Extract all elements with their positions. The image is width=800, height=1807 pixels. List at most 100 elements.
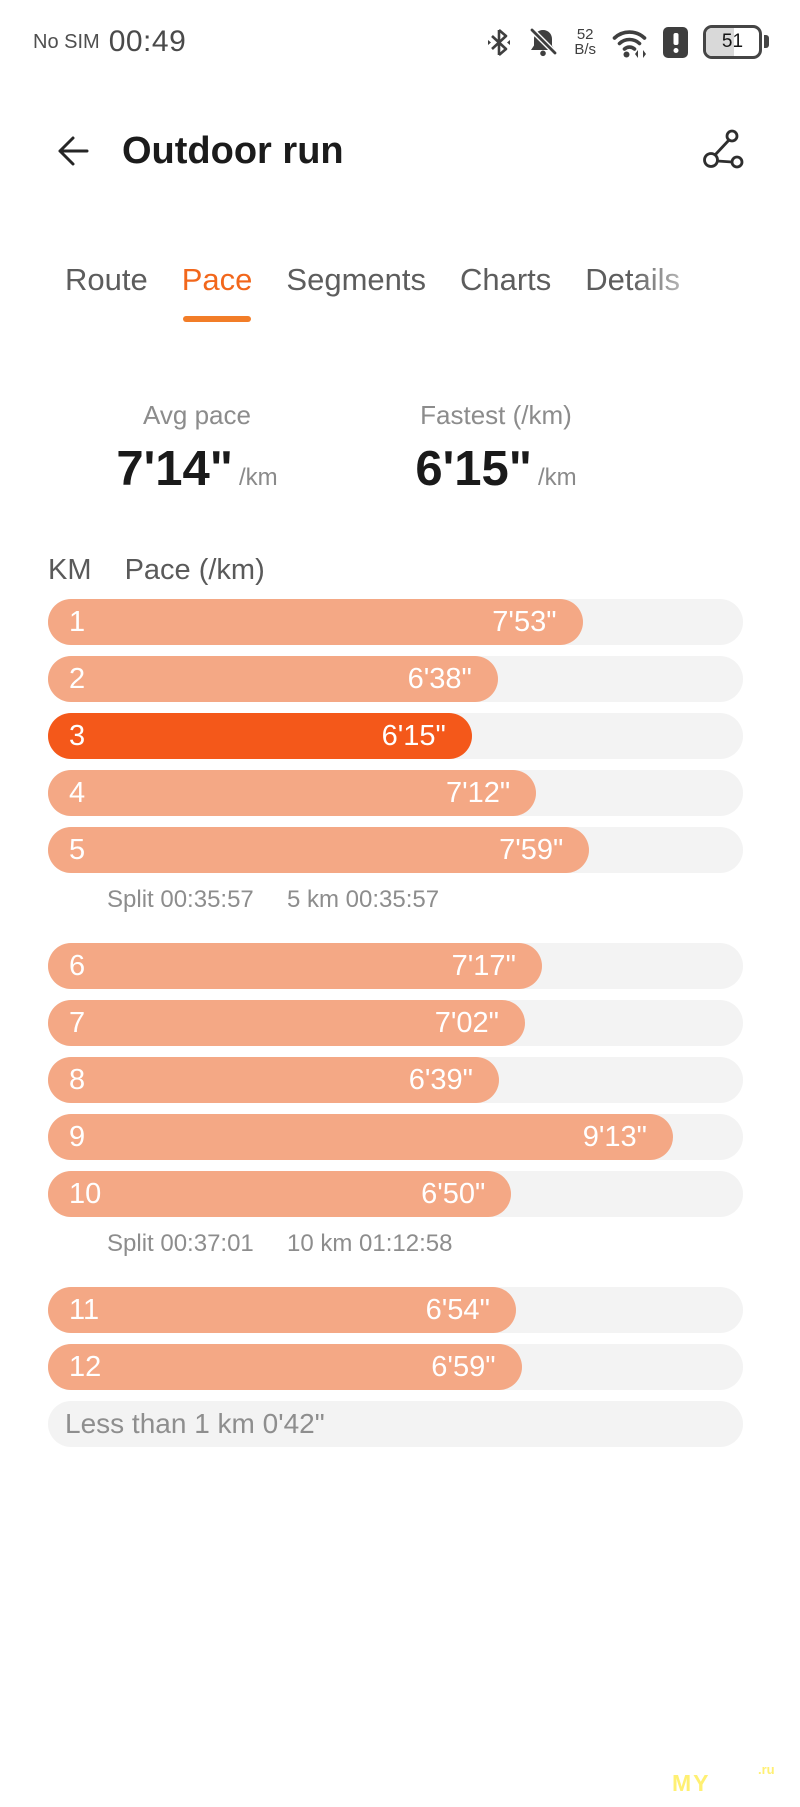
km-number: 9 [69,1120,86,1153]
back-arrow-icon [52,130,94,172]
network-speed-unit: B/s [574,41,596,58]
battery-icon: 51 [703,25,769,59]
pace-value: 6'50" [421,1177,486,1210]
split-row: Split 00:35:57 5 km 00:35:57 [48,885,800,915]
avg-pace-value: 7'14"/km [116,442,278,496]
split-time: Split 00:35:57 [107,886,254,913]
tab-details[interactable]: Details [585,262,681,297]
fastest-pace-label: Fastest (/km) [420,400,572,430]
km-number: 3 [69,719,86,752]
pace-value: 6'38" [407,662,472,695]
pace-value: 7'12" [445,776,511,809]
split-cumulative: 10 km 01:12:58 [287,1230,453,1257]
avg-pace-unit: /km [238,464,278,491]
pace-value: 9'13" [582,1120,647,1153]
share-button[interactable] [700,127,748,175]
status-bar: No SIM 00:49 52 B/s [33,22,769,62]
km-number: 11 [69,1293,100,1326]
list-header: KM Pace (/km) [48,554,265,587]
notifications-muted-icon [527,26,559,58]
split-time: Split 00:37:01 [107,1230,254,1257]
pace-value: 7'53" [492,605,557,638]
fastest-pace-value: 6'15"/km [415,442,577,496]
col-pace-label: Pace (/km) [124,554,265,586]
pace-bar-row-7: 7 7'02" [0,1000,800,1046]
back-button[interactable] [52,130,94,172]
pace-bar-track: 1 7'53" [48,599,743,645]
watermark-text: MY [672,1770,711,1796]
pace-bar-row-2: 2 6'38" [0,656,800,702]
km-number: 5 [69,833,86,866]
km-number: 12 [69,1350,102,1383]
pace-bar: 8 6'39" [48,1057,499,1103]
pace-bar-track: 2 6'38" [48,656,743,702]
pace-bar-row-9: 9 9'13" [0,1114,800,1160]
split-row: Split 00:37:01 10 km 01:12:58 [48,1229,800,1259]
remainder-row: Less than 1 km 0'42" [0,1401,800,1447]
km-number: 4 [69,776,86,809]
pace-bar: 9 9'13" [48,1114,673,1160]
pace-bar-list: 1 7'53" 2 6'38" 3 6'15" 4 7'12" 5 7'59" Split 00:3… [0,599,800,1458]
pace-value: 7'59" [499,833,564,866]
split-cumulative: 5 km 00:35:57 [287,886,440,913]
pace-bar-track: 4 7'12" [48,770,743,816]
pace-bar-track: 8 6'39" [48,1057,743,1103]
pace-bar-track: 5 7'59" [48,827,743,873]
sim-alert-icon [663,26,688,58]
pace-bar-row-8: 8 6'39" [0,1057,800,1103]
tab-segments[interactable]: Segments [286,262,426,297]
pace-value: 7'02" [434,1006,499,1039]
pace-bar-row-1: 1 7'53" [0,599,800,645]
pace-bar-track: 3 6'15" [48,713,743,759]
page-title: Outdoor run [122,130,344,172]
km-number: 7 [69,1006,86,1039]
tab-bar: Route Pace Segments Charts Details [65,260,800,322]
pace-bar-track: 7 7'02" [48,1000,743,1046]
pace-bar-row-5: 5 7'59" [0,827,800,873]
network-speed: 52 B/s [574,27,596,57]
clock: 00:49 [108,25,187,58]
remainder-label: Less than 1 km 0'42" [65,1408,325,1439]
km-number: 2 [69,662,86,695]
km-number: 1 [69,605,86,638]
pace-value: 6'59" [431,1350,496,1383]
battery-percent: 51 [721,31,744,52]
km-number: 6 [69,949,86,982]
watermark-suffix: .ru [758,1762,775,1777]
tab-pace[interactable]: Pace [182,260,252,322]
tab-route[interactable]: Route [65,262,148,297]
pace-value: 6'15" [381,719,446,752]
pace-bar: 12 6'59" [48,1344,522,1390]
pace-bar: 4 7'12" [48,770,537,816]
pace-bar-track: 12 6'59" [48,1344,743,1390]
share-icon [700,127,748,175]
pace-bar: 11 6'54" [48,1287,516,1333]
app-header: Outdoor run [0,122,800,180]
km-number: 10 [69,1177,102,1210]
pace-bar: 7 7'02" [48,1000,525,1046]
col-km-label: KM [48,554,92,586]
tab-charts[interactable]: Charts [459,262,552,297]
wifi-icon [611,27,648,58]
pace-summary: Avg pace 7'14"/km Fastest (/km) 6'15"/km [0,400,800,504]
pace-value: 6'54" [425,1293,490,1326]
pace-bar: 2 6'38" [48,656,498,702]
pace-bar-track: 10 6'50" [48,1171,743,1217]
fastest-pace-unit: /km [537,464,577,491]
bluetooth-icon [486,27,512,58]
pace-bar-row-4: 4 7'12" [0,770,800,816]
network-speed-value: 52 [576,26,594,43]
pace-bar-row-3: 3 6'15" [0,713,800,759]
carrier-label: No SIM [33,30,100,53]
pace-value: 7'17" [451,949,516,982]
pace-bar-fastest: 3 6'15" [48,713,472,759]
avg-pace-label: Avg pace [143,400,251,430]
remainder-track: Less than 1 km 0'42" [48,1401,743,1447]
pace-bar: 10 6'50" [48,1171,512,1217]
pace-bar-row-11: 11 6'54" [0,1287,800,1333]
km-number: 8 [69,1063,86,1096]
battery-fill [706,28,734,56]
pace-bar-track: 11 6'54" [48,1287,743,1333]
pace-bar: 5 7'59" [48,827,590,873]
